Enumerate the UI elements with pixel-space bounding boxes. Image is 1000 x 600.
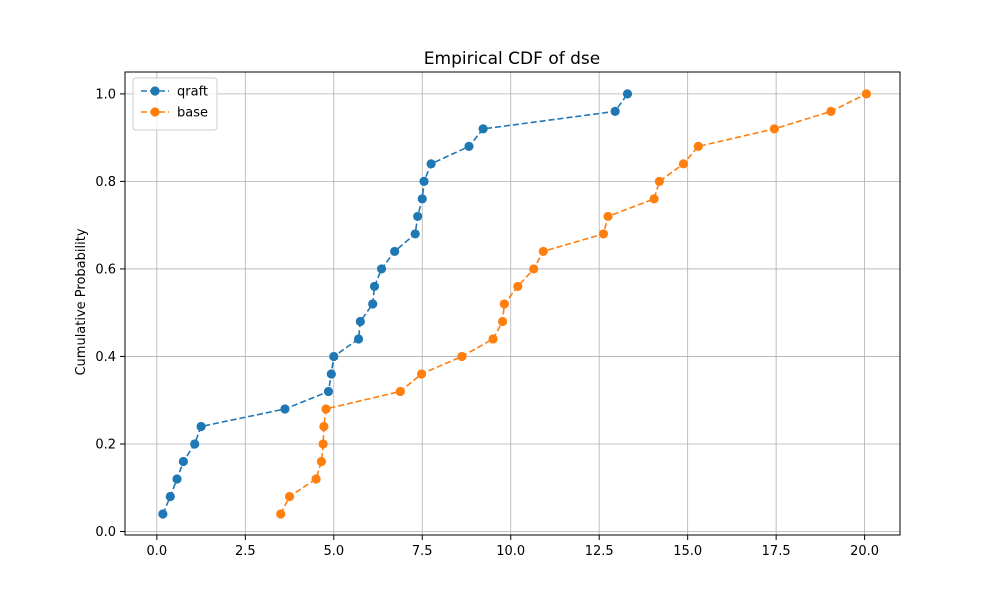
y-tick-label: 0.4 bbox=[95, 350, 116, 365]
data-point-qraft bbox=[355, 316, 365, 327]
plot-frame bbox=[124, 71, 901, 536]
data-point-qraft bbox=[390, 246, 400, 257]
data-point-base bbox=[693, 141, 703, 151]
data-point-qraft bbox=[172, 474, 182, 484]
data-point-base bbox=[318, 439, 328, 449]
x-tick-label: 2.5 bbox=[235, 544, 256, 559]
data-point-base bbox=[316, 456, 327, 467]
data-point-base bbox=[603, 211, 613, 222]
legend-marker bbox=[150, 86, 160, 96]
data-point-base bbox=[319, 421, 329, 432]
data-point-base bbox=[826, 106, 836, 116]
series-qraft bbox=[158, 89, 633, 519]
data-point-base bbox=[457, 351, 467, 362]
data-point-qraft bbox=[610, 106, 620, 116]
legend-label: base bbox=[177, 106, 208, 121]
legend: qraft base bbox=[132, 77, 218, 131]
data-point-base bbox=[321, 404, 331, 414]
x-tick-label: 17.5 bbox=[762, 544, 791, 559]
y-tick-label: 0.0 bbox=[95, 525, 116, 540]
grid-lines bbox=[125, 72, 900, 535]
legend-item-base: base bbox=[141, 106, 208, 121]
data-point-base bbox=[649, 194, 659, 204]
data-point-base bbox=[678, 159, 689, 169]
data-point-base bbox=[529, 264, 539, 274]
x-tick-label: 15.0 bbox=[673, 544, 702, 559]
plot-series bbox=[158, 89, 871, 519]
data-point-base bbox=[513, 281, 523, 292]
x-tick-label: 5.0 bbox=[323, 544, 344, 559]
data-point-qraft bbox=[178, 456, 188, 467]
data-point-qraft bbox=[369, 281, 380, 292]
y-axis-label: Cumulative Probability bbox=[74, 228, 89, 375]
data-point-qraft bbox=[323, 386, 334, 397]
data-point-qraft bbox=[326, 369, 336, 379]
axis-ticks: 0.0 2.5 5.0 7.5 10.0 12.5 15.0 17.5 20.0 0.0 0.2 0.… bbox=[95, 87, 879, 559]
data-point-qraft bbox=[190, 439, 200, 449]
y-tick-label: 0.2 bbox=[95, 437, 116, 452]
data-point-base bbox=[497, 316, 508, 327]
data-point-base bbox=[276, 509, 286, 519]
legend-label: qraft bbox=[177, 85, 208, 100]
data-point-qraft bbox=[329, 351, 339, 362]
data-point-base bbox=[499, 299, 509, 309]
data-point-base bbox=[654, 176, 664, 187]
data-point-qraft bbox=[196, 421, 206, 432]
data-point-qraft bbox=[478, 124, 488, 134]
y-tick-label: 1.0 bbox=[95, 87, 116, 102]
data-point-qraft bbox=[368, 299, 378, 309]
data-point-base bbox=[598, 229, 609, 239]
legend-item-qraft: qraft bbox=[141, 85, 208, 100]
data-point-qraft bbox=[280, 404, 290, 414]
data-point-base bbox=[311, 474, 321, 484]
data-point-qraft bbox=[419, 176, 429, 187]
data-point-qraft bbox=[410, 229, 420, 239]
data-point-base bbox=[488, 334, 498, 344]
x-tick-label: 0.0 bbox=[147, 544, 168, 559]
data-point-base bbox=[416, 369, 427, 379]
x-tick-label: 12.5 bbox=[585, 544, 614, 559]
data-point-qraft bbox=[622, 89, 633, 99]
data-point-qraft bbox=[413, 211, 423, 222]
series-base bbox=[276, 89, 871, 519]
data-point-qraft bbox=[426, 159, 436, 169]
data-point-base bbox=[284, 491, 295, 502]
data-point-base bbox=[538, 246, 548, 257]
chart-title: Empirical CDF of dse bbox=[424, 49, 600, 69]
x-tick-label: 20.0 bbox=[850, 544, 879, 559]
data-point-qraft bbox=[464, 141, 474, 151]
data-point-qraft bbox=[376, 264, 387, 274]
data-point-qraft bbox=[158, 509, 168, 519]
legend-marker bbox=[150, 107, 160, 117]
y-tick-label: 0.8 bbox=[95, 175, 116, 190]
data-point-qraft bbox=[417, 194, 427, 204]
x-tick-label: 10.0 bbox=[496, 544, 525, 559]
data-point-base bbox=[395, 386, 405, 397]
data-point-qraft bbox=[353, 334, 364, 344]
y-tick-label: 0.6 bbox=[95, 262, 116, 277]
data-point-qraft bbox=[165, 491, 175, 502]
data-point-base bbox=[861, 89, 871, 99]
x-tick-label: 7.5 bbox=[412, 544, 433, 559]
data-point-base bbox=[769, 124, 779, 134]
